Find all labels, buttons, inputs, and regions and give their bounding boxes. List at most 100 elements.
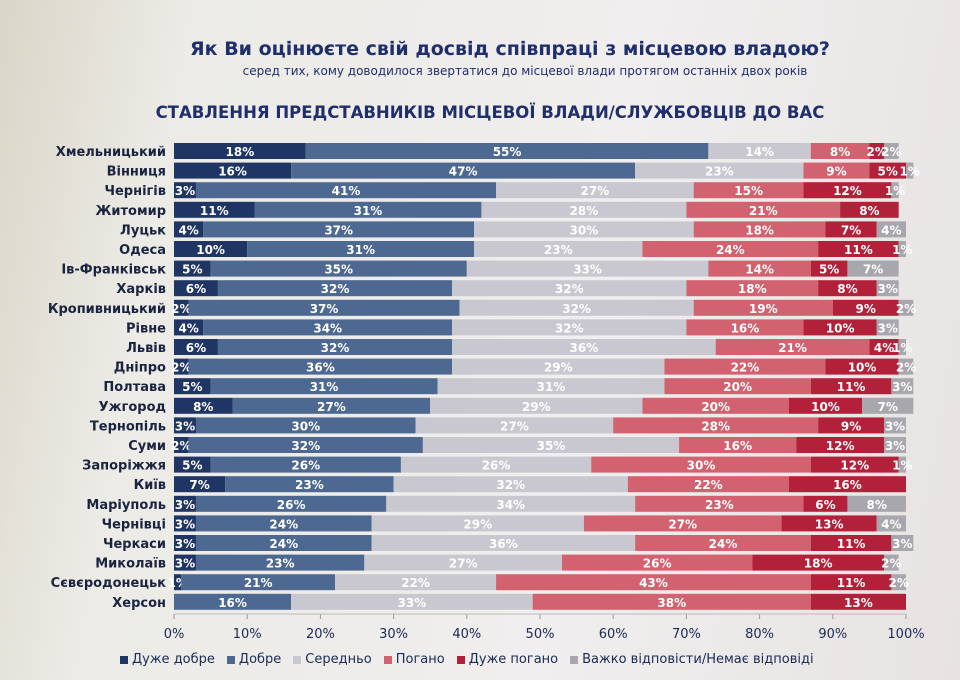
legend-swatch [293, 655, 302, 664]
data-label: 29% [522, 400, 551, 414]
data-label: 5% [819, 263, 839, 277]
data-label: 28% [570, 204, 599, 218]
data-label: 32% [496, 478, 525, 492]
data-label: 8% [830, 145, 850, 159]
x-tick-label: 40% [452, 627, 481, 642]
bar-segment [481, 201, 687, 218]
bar-segment [862, 397, 914, 414]
category-label: Хмельницький [56, 145, 166, 160]
bar-segment [386, 495, 636, 512]
bar-segment [174, 437, 189, 453]
bar-segment [884, 437, 906, 453]
bar-segment [693, 221, 826, 238]
bar-segment [884, 417, 906, 434]
bar-segment [803, 319, 877, 336]
data-label: 15% [734, 184, 763, 198]
bar-segment [364, 554, 562, 571]
data-label: 9% [841, 419, 861, 433]
bar-segment [803, 182, 892, 199]
data-label: 7% [841, 223, 861, 237]
bar-segment [898, 358, 914, 375]
category-label: Сєвєродонецьк [51, 576, 167, 591]
bar-segment [715, 339, 870, 355]
data-label: 21% [778, 341, 807, 355]
bar-segment [708, 260, 811, 277]
data-label: 35% [324, 263, 353, 277]
bar-segment [796, 437, 885, 453]
bar-segment [174, 143, 306, 159]
data-label: 32% [562, 302, 591, 316]
data-label: 30% [687, 459, 716, 473]
data-label: 32% [555, 321, 584, 335]
bar-segment [869, 143, 885, 159]
category-label: Запоріжжя [82, 459, 166, 474]
bar-segment [174, 299, 189, 316]
data-label: 34% [313, 321, 342, 335]
bar-segment [400, 456, 592, 473]
bar-segment [532, 593, 811, 610]
bar-segment [210, 260, 467, 277]
category-label: Дніпро [114, 361, 166, 376]
bar-segment [613, 417, 819, 434]
bar-segment [788, 476, 906, 493]
data-label: 12% [826, 439, 855, 453]
bar-segment [291, 593, 533, 610]
data-label: 1% [885, 184, 905, 198]
data-label: 3% [175, 419, 195, 433]
data-label: 23% [705, 498, 734, 512]
data-label: 3% [892, 537, 912, 551]
data-label: 33% [398, 596, 427, 610]
data-label: 18% [804, 557, 833, 571]
data-label: 5% [182, 380, 202, 394]
bar-segment [452, 319, 687, 336]
bar-segment [810, 260, 848, 277]
data-label: 23% [705, 165, 734, 179]
bar-segment [679, 437, 797, 453]
data-label: 1% [892, 341, 912, 355]
data-label: 32% [291, 439, 320, 453]
bar-segment [203, 319, 453, 336]
bar-segment [686, 319, 804, 336]
data-label: 30% [570, 223, 599, 237]
data-label: 37% [324, 223, 353, 237]
x-tick-label: 0% [164, 627, 185, 642]
bar-segment [906, 162, 914, 179]
data-label: 47% [449, 165, 478, 179]
data-label: 2% [867, 145, 887, 159]
bar-segment [437, 378, 665, 395]
bar-segment [876, 319, 899, 336]
bar-segment [174, 319, 204, 336]
data-label: 27% [317, 400, 346, 414]
data-label: 18% [738, 282, 767, 296]
bar-segment [847, 495, 906, 512]
bar-segment [664, 378, 811, 395]
legend-label: Погано [395, 652, 445, 667]
bar-segment [818, 280, 877, 297]
data-label: 11% [844, 243, 873, 257]
legend-item: Погано [383, 652, 445, 667]
legend-label: Добре [238, 652, 282, 667]
bar-segment [810, 535, 892, 551]
data-label: 2% [888, 576, 908, 590]
data-label: 13% [844, 596, 873, 610]
bar-segment [210, 378, 438, 395]
data-label: 9% [826, 165, 846, 179]
bar-segment [452, 358, 665, 375]
bar-segment [174, 456, 211, 473]
bar-segment [788, 397, 863, 414]
data-label: 2% [171, 302, 191, 316]
data-label: 24% [709, 537, 738, 551]
chart-title: Як Ви оцінюєте свій досвід співпраці з м… [190, 38, 830, 60]
bar-segment [664, 358, 826, 375]
category-label: Херсон [112, 596, 166, 611]
bar-segment [561, 554, 753, 571]
bar-segment [686, 201, 841, 218]
data-label: 29% [463, 517, 492, 531]
bar-segment [174, 593, 292, 610]
bar-segment [891, 535, 914, 551]
data-label: 30% [291, 419, 320, 433]
category-label: Ужгород [99, 400, 166, 415]
data-label: 20% [723, 380, 752, 394]
data-label: 3% [885, 419, 905, 433]
data-label: 3% [175, 557, 195, 571]
